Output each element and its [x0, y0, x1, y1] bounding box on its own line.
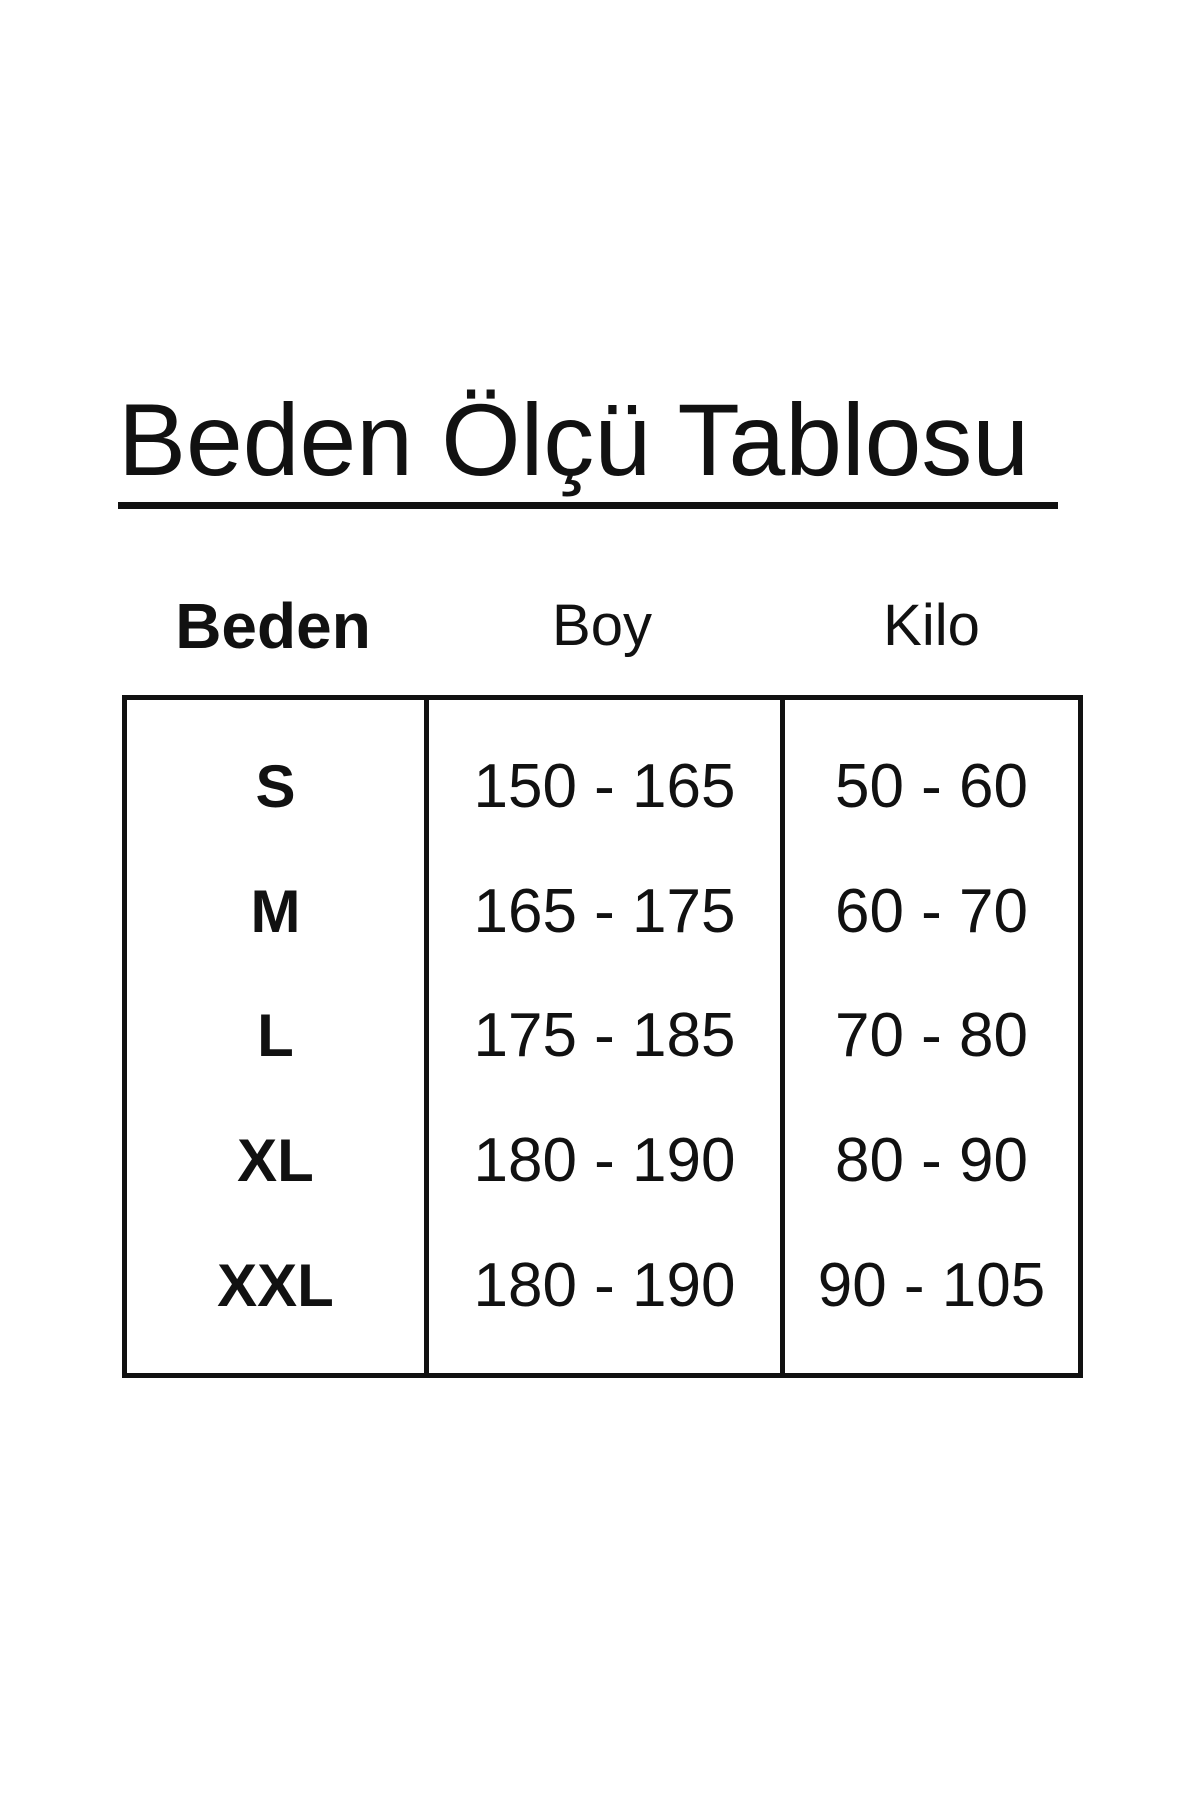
height-column: 150 - 165 165 - 175 175 - 185 180 - 190 …: [429, 700, 785, 1373]
weight-range-m: 60 - 70: [834, 876, 1029, 946]
height-range-s: 150 - 165: [473, 752, 736, 822]
height-range-l: 175 - 185: [473, 1001, 736, 1071]
height-range-xl: 180 - 190: [473, 1126, 736, 1196]
size-table: S M L XL XXL 150 - 165 165 - 175 175 - 1…: [122, 695, 1083, 1378]
column-header-beden: Beden: [175, 590, 371, 662]
size-cell-m: M: [250, 877, 301, 945]
weight-column: 50 - 60 60 - 70 70 - 80 80 - 90 90 - 105: [785, 700, 1078, 1373]
column-header-boy: Boy: [552, 593, 652, 658]
weight-range-xl: 80 - 90: [834, 1126, 1029, 1196]
weight-range-xxl: 90 - 105: [817, 1250, 1046, 1320]
size-cell-xxl: XXL: [217, 1251, 334, 1319]
weight-range-l: 70 - 80: [834, 1001, 1029, 1071]
size-cell-s: S: [255, 753, 296, 821]
title-underline: [118, 502, 1058, 509]
size-cell-xl: XL: [237, 1127, 314, 1195]
column-header-kilo: Kilo: [883, 593, 980, 658]
height-range-m: 165 - 175: [473, 876, 736, 946]
height-range-xxl: 180 - 190: [473, 1250, 736, 1320]
weight-range-s: 50 - 60: [834, 752, 1029, 822]
table-header-row: Beden Boy Kilo: [122, 590, 1083, 662]
size-column: S M L XL XXL: [127, 700, 429, 1373]
page-title: Beden Ölçü Tablosu: [118, 383, 1030, 497]
size-cell-l: L: [257, 1002, 294, 1070]
